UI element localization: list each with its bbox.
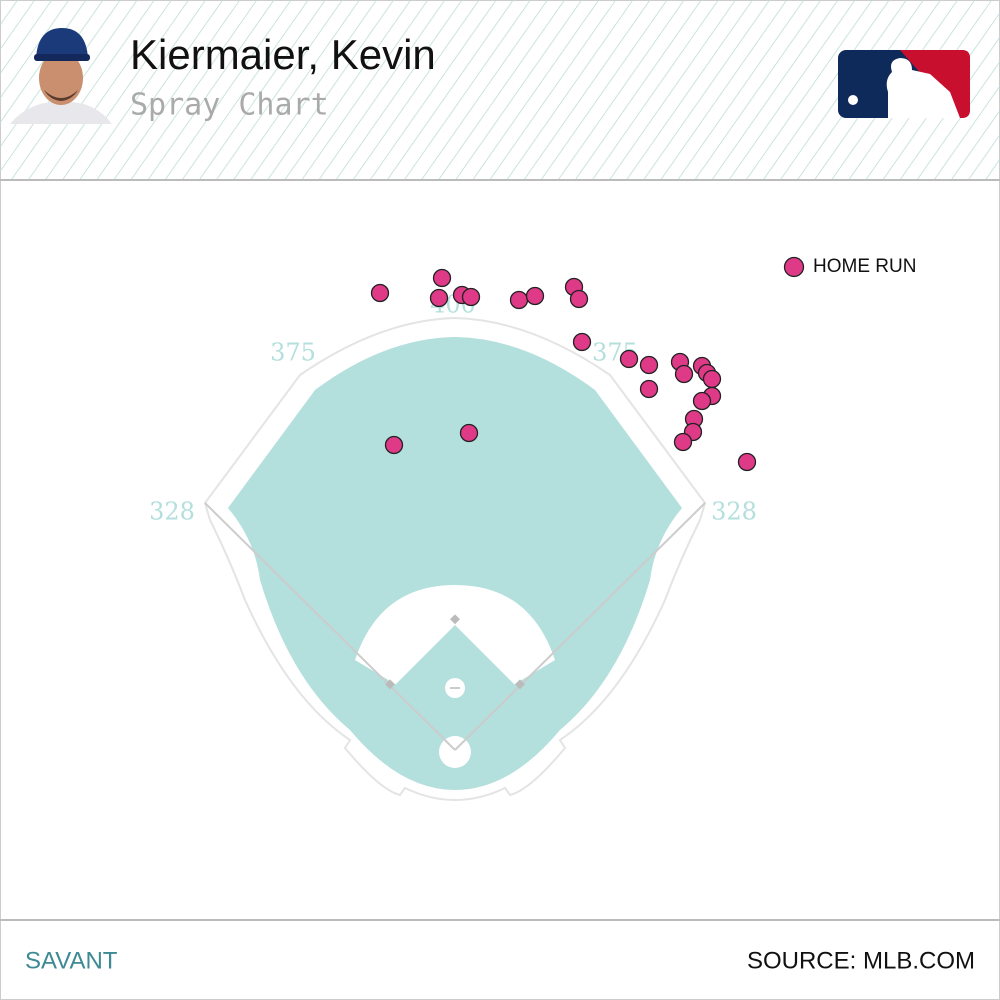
home-run-point xyxy=(461,287,481,307)
legend-label: HOME RUN xyxy=(813,256,916,277)
distance-label: 328 xyxy=(711,498,757,526)
legend-swatch xyxy=(783,256,805,278)
home-run-point xyxy=(737,452,757,472)
distance-label: 375 xyxy=(270,339,316,367)
home-run-point xyxy=(569,289,589,309)
home-run-point xyxy=(673,432,693,452)
distance-label: 328 xyxy=(149,498,195,526)
home-run-point xyxy=(525,286,545,306)
home-run-point xyxy=(384,435,404,455)
footer-brand: SAVANT xyxy=(25,947,118,974)
player-name: Kiermaier, Kevin xyxy=(130,31,436,78)
home-run-point xyxy=(702,369,722,389)
header-band xyxy=(0,0,1000,180)
home-run-point xyxy=(459,423,479,443)
field xyxy=(203,316,707,802)
home-run-point xyxy=(429,288,449,308)
home-run-point xyxy=(692,391,712,411)
home-run-point xyxy=(639,379,659,399)
home-run-point xyxy=(674,364,694,384)
legend: HOME RUN xyxy=(783,256,916,278)
mlb-logo xyxy=(838,50,970,118)
home-run-point xyxy=(509,290,529,310)
home-run-point xyxy=(572,332,592,352)
home-run-point xyxy=(619,349,639,369)
home-run-point xyxy=(432,268,452,288)
home-run-point xyxy=(639,355,659,375)
home-run-point xyxy=(370,283,390,303)
chart-subtitle: Spray Chart xyxy=(130,88,329,123)
player-photo xyxy=(10,28,112,124)
footer-source: SOURCE: MLB.COM xyxy=(747,947,975,974)
points xyxy=(370,268,757,472)
